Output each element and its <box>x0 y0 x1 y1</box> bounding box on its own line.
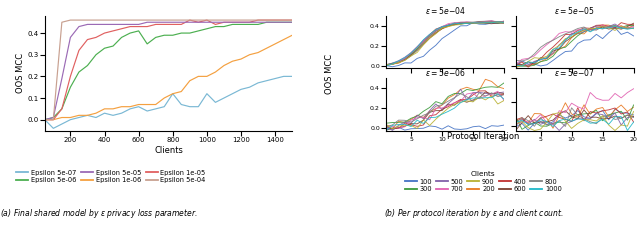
Title: $\varepsilon = 5e\!-\!04$: $\varepsilon = 5e\!-\!04$ <box>424 5 466 16</box>
Title: $\varepsilon = 5e\!-\!07$: $\varepsilon = 5e\!-\!07$ <box>554 67 595 78</box>
Title: $\varepsilon = 5e\!-\!06$: $\varepsilon = 5e\!-\!06$ <box>424 67 466 78</box>
Text: Protocol Iteration: Protocol Iteration <box>447 132 520 141</box>
Text: (a) Final shared model by $\epsilon$ privacy loss parameter.: (a) Final shared model by $\epsilon$ pri… <box>0 207 198 220</box>
Title: $\varepsilon = 5e\!-\!05$: $\varepsilon = 5e\!-\!05$ <box>554 5 595 16</box>
Legend: Epsilon 5e-07, Epsilon 5e-06, Epsilon 5e-05, Epsilon 1e-06, Epsilon 1e-05, Epsil: Epsilon 5e-07, Epsilon 5e-06, Epsilon 5e… <box>16 170 205 183</box>
Legend: 100, 300, 500, 700, 900, 200, 400, 600, 800, 1000: 100, 300, 500, 700, 900, 200, 400, 600, … <box>404 171 562 192</box>
X-axis label: Clients: Clients <box>154 146 183 155</box>
Text: OOS MCC: OOS MCC <box>325 54 334 94</box>
Text: (b) Per protocol iteration by $\epsilon$ and client count.: (b) Per protocol iteration by $\epsilon$… <box>384 207 563 220</box>
Y-axis label: OOS MCC: OOS MCC <box>15 53 24 93</box>
